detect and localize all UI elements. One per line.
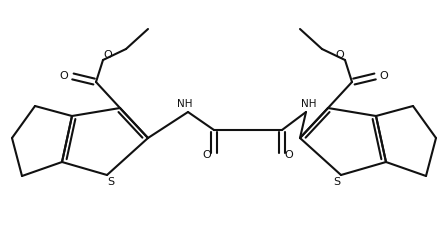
Text: S: S	[108, 177, 115, 187]
Text: S: S	[333, 177, 340, 187]
Text: O: O	[202, 150, 211, 160]
Text: NH: NH	[177, 99, 193, 109]
Text: O: O	[103, 50, 112, 60]
Text: NH: NH	[301, 99, 317, 109]
Text: O: O	[60, 71, 69, 81]
Text: O: O	[336, 50, 345, 60]
Text: O: O	[379, 71, 388, 81]
Text: O: O	[284, 150, 293, 160]
